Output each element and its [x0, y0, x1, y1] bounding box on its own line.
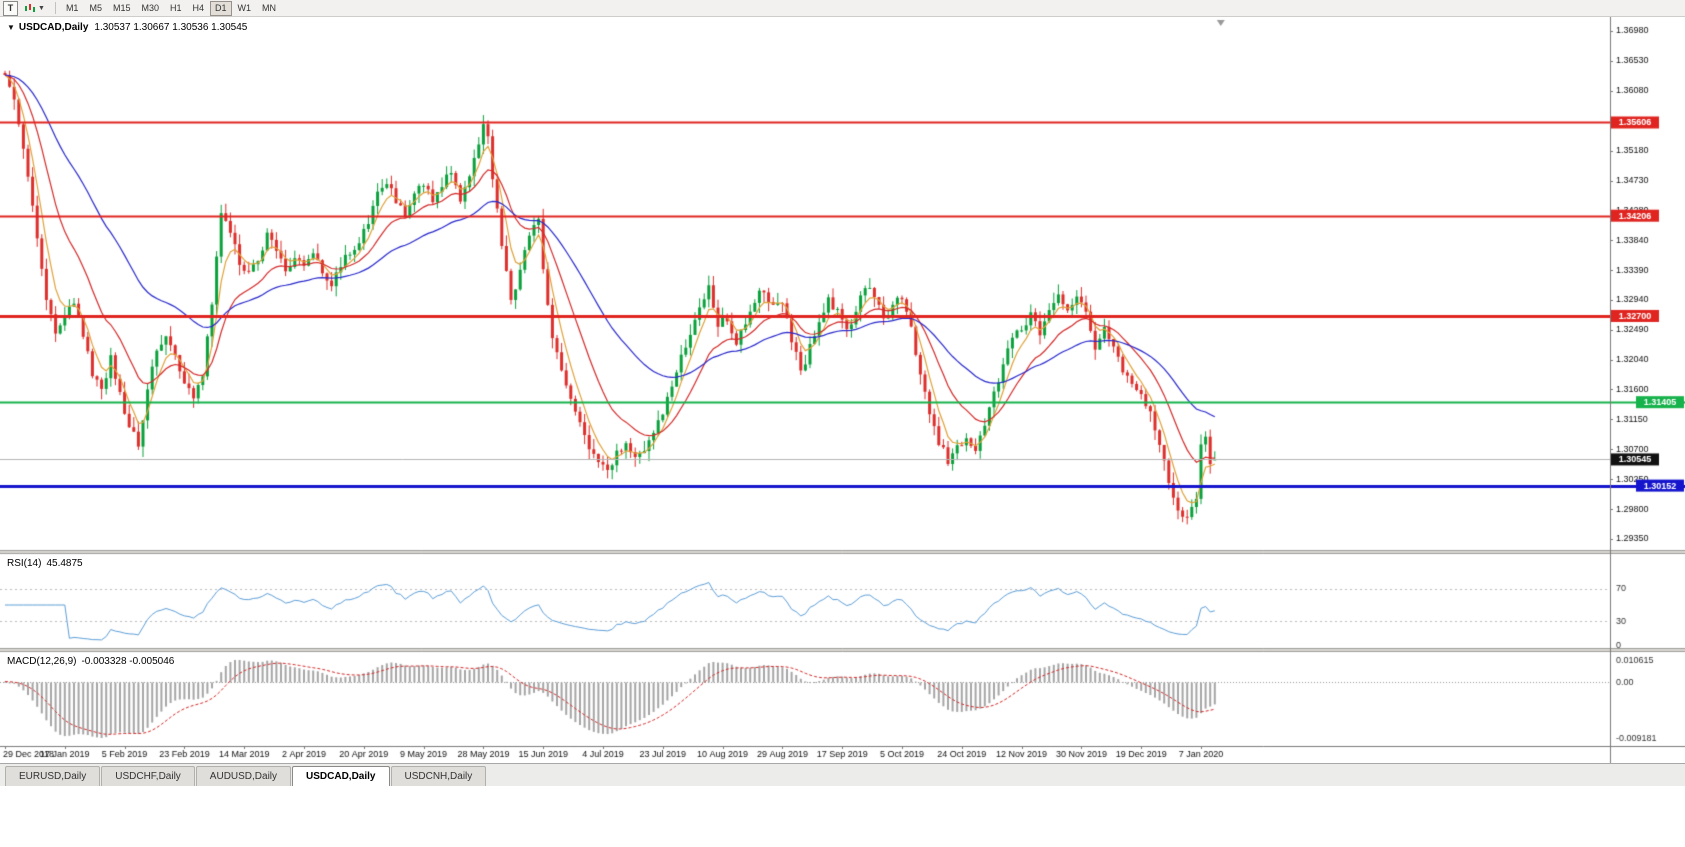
- chart-type-button[interactable]: T: [3, 0, 18, 16]
- timeframe-button-mn[interactable]: MN: [257, 1, 281, 16]
- timeframe-button-w1[interactable]: W1: [233, 1, 257, 16]
- chart-tab-audusd[interactable]: AUDUSD,Daily: [195, 766, 292, 786]
- timeframe-button-m1[interactable]: M1: [61, 1, 84, 16]
- chevron-down-icon: ▼: [38, 4, 45, 12]
- one-click-trading-toggle[interactable]: ▼: [7, 23, 15, 32]
- timeframe-button-h4[interactable]: H4: [188, 1, 210, 16]
- timeframe-button-m30[interactable]: M30: [136, 1, 164, 16]
- chart-tab-usdchf[interactable]: USDCHF,Daily: [101, 766, 195, 786]
- toolbar-separator: [54, 2, 56, 14]
- timeframe-button-h1[interactable]: H1: [165, 1, 187, 16]
- indicator-icon: [25, 4, 35, 12]
- chart-tab-usdcnh[interactable]: USDCNH,Daily: [390, 766, 487, 786]
- timeframe-button-d1[interactable]: D1: [210, 0, 232, 16]
- timeframe-group: M1 M5 M15 M30 H1 H4 D1 W1 MN: [61, 0, 281, 16]
- chart-tab-eurusd[interactable]: EURUSD,Daily: [5, 766, 101, 786]
- timeframe-button-m15[interactable]: M15: [108, 1, 136, 16]
- indicator-dropdown-button[interactable]: ▼: [19, 1, 50, 16]
- toolbar: T ▼ M1 M5 M15 M30 H1 H4 D1 W1 MN: [0, 0, 1685, 17]
- chart-tabs-bar: EURUSD,Daily USDCHF,Daily AUDUSD,Daily USDC…: [0, 763, 1685, 786]
- chart-tab-usdcad[interactable]: USDCAD,Daily: [292, 766, 390, 786]
- chart-area: ▼ USDCAD,Daily 1.30537 1.30667 1.30536 1.3…: [0, 17, 1685, 763]
- timeframe-button-m5[interactable]: M5: [84, 1, 107, 16]
- price-chart-canvas[interactable]: [0, 17, 1685, 763]
